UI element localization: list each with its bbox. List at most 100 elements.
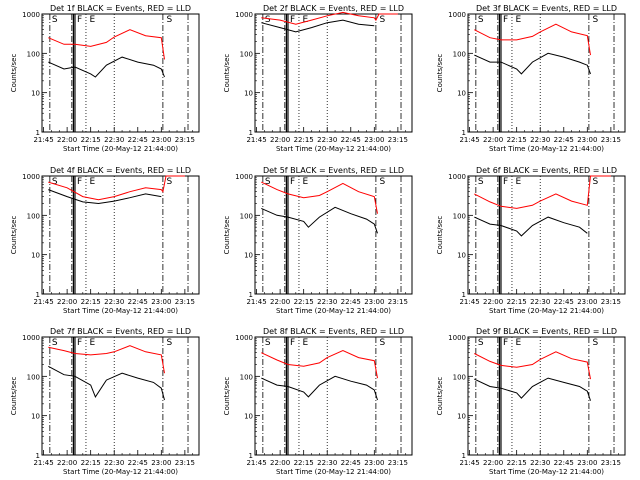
x-tick-label: 23:00 bbox=[364, 298, 384, 306]
marker-label: S bbox=[478, 338, 484, 348]
y-tick-label: 10 bbox=[244, 252, 253, 260]
y-tick-label: 1 bbox=[36, 129, 40, 137]
marker-label: E bbox=[90, 338, 96, 348]
chart-panel: Det 3f BLACK = Events, RED = LLD 1 10 100 10… bbox=[436, 4, 626, 153]
marker-label: F bbox=[290, 338, 295, 348]
x-tick-label: 22:30 bbox=[104, 459, 124, 467]
x-tick-label: 22:00 bbox=[483, 459, 503, 467]
x-tick-label: 21:45 bbox=[246, 136, 266, 144]
series-line-events bbox=[474, 52, 591, 75]
x-tick-label: 22:15 bbox=[507, 459, 527, 467]
marker-label: E bbox=[303, 177, 309, 187]
x-tick-label: 22:30 bbox=[530, 136, 550, 144]
marker-label: F bbox=[290, 177, 295, 187]
y-tick-label: 100 bbox=[453, 50, 466, 58]
series-line-events bbox=[48, 189, 162, 205]
plot-frame bbox=[467, 336, 626, 456]
series-line-lld bbox=[261, 350, 378, 379]
x-tick-label: 22:15 bbox=[81, 298, 101, 306]
marker-label: S bbox=[166, 177, 172, 187]
y-tick-label: 100 bbox=[27, 212, 40, 220]
x-tick-label: 23:15 bbox=[175, 459, 195, 467]
x-tick-label: 23:00 bbox=[151, 136, 171, 144]
x-axis-label: Start Time (20-May-12 21:44:00) bbox=[63, 468, 178, 476]
y-tick-label: 10 bbox=[457, 252, 466, 260]
marker-label: S bbox=[478, 177, 484, 187]
marker-label: E bbox=[516, 15, 522, 25]
marker-label: S bbox=[166, 15, 172, 25]
series-line-lld bbox=[261, 11, 398, 25]
series-line-events bbox=[261, 375, 378, 401]
x-tick-label: 22:30 bbox=[530, 459, 550, 467]
y-axis-label: Counts/sec bbox=[436, 216, 444, 255]
x-tick-label: 21:45 bbox=[246, 459, 266, 467]
series-line-events bbox=[261, 19, 375, 33]
marker-label: S bbox=[592, 177, 598, 187]
x-tick-label: 22:30 bbox=[317, 298, 337, 306]
y-tick-label: 1 bbox=[249, 452, 253, 460]
marker-label: S bbox=[379, 177, 385, 187]
y-tick-label: 1 bbox=[36, 452, 40, 460]
chart-title: Det 4f BLACK = Events, RED = LLD bbox=[50, 166, 191, 175]
y-axis-label: Counts/sec bbox=[10, 54, 18, 93]
x-axis-label: Start Time (20-May-12 21:44:00) bbox=[276, 145, 391, 153]
series-line-events bbox=[474, 216, 588, 237]
x-tick-label: 23:00 bbox=[364, 459, 384, 467]
y-tick-label: 1000 bbox=[235, 334, 253, 342]
marker-label: S bbox=[379, 338, 385, 348]
x-tick-label: 23:00 bbox=[364, 136, 384, 144]
y-tick-label: 1000 bbox=[448, 11, 466, 19]
marker-label: S bbox=[379, 15, 385, 25]
series-line-lld bbox=[474, 175, 611, 209]
series-line-lld bbox=[48, 175, 185, 201]
chart-title: Det 3f BLACK = Events, RED = LLD bbox=[476, 4, 617, 13]
x-tick-label: 21:45 bbox=[33, 459, 53, 467]
x-tick-label: 22:00 bbox=[483, 136, 503, 144]
x-tick-label: 22:15 bbox=[81, 459, 101, 467]
x-tick-label: 22:45 bbox=[341, 298, 361, 306]
series-line-events bbox=[48, 56, 165, 78]
y-tick-label: 10 bbox=[457, 90, 466, 98]
x-tick-label: 23:15 bbox=[175, 298, 195, 306]
marker-label: S bbox=[265, 15, 271, 25]
x-tick-label: 23:00 bbox=[577, 459, 597, 467]
x-tick-label: 22:00 bbox=[57, 298, 77, 306]
x-tick-label: 21:45 bbox=[459, 459, 479, 467]
series-line-events bbox=[48, 365, 165, 401]
y-axis-label: Counts/sec bbox=[10, 377, 18, 416]
series-line-events bbox=[261, 206, 378, 234]
x-tick-label: 21:45 bbox=[459, 136, 479, 144]
x-axis-label: Start Time (20-May-12 21:44:00) bbox=[489, 145, 604, 153]
plot-frame bbox=[467, 13, 626, 133]
plot-frame bbox=[254, 336, 413, 456]
marker-label: S bbox=[265, 338, 271, 348]
y-tick-label: 10 bbox=[31, 252, 40, 260]
x-axis-label: Start Time (20-May-12 21:44:00) bbox=[489, 307, 604, 315]
y-tick-label: 1 bbox=[249, 291, 253, 299]
x-tick-label: 22:00 bbox=[57, 459, 77, 467]
marker-label: S bbox=[52, 177, 58, 187]
chart-panel: Det 9f BLACK = Events, RED = LLD 1 10 100 10… bbox=[436, 327, 626, 476]
y-tick-label: 10 bbox=[244, 413, 253, 421]
series-line-lld bbox=[474, 23, 591, 56]
x-tick-label: 21:45 bbox=[33, 298, 53, 306]
x-tick-label: 22:45 bbox=[554, 459, 574, 467]
x-tick-label: 23:15 bbox=[601, 298, 621, 306]
x-tick-label: 22:00 bbox=[57, 136, 77, 144]
x-tick-label: 23:00 bbox=[577, 298, 597, 306]
x-tick-label: 22:00 bbox=[270, 298, 290, 306]
y-tick-label: 1 bbox=[462, 291, 466, 299]
y-tick-label: 100 bbox=[453, 373, 466, 381]
y-tick-label: 1 bbox=[36, 291, 40, 299]
chart-panel: Det 8f BLACK = Events, RED = LLD 1 10 100 10… bbox=[223, 327, 413, 476]
marker-label: E bbox=[90, 177, 96, 187]
marker-label: E bbox=[303, 338, 309, 348]
series-line-lld bbox=[261, 181, 378, 214]
chart-panel: Det 5f BLACK = Events, RED = LLD 1 10 100 10… bbox=[223, 166, 413, 315]
x-tick-label: 22:15 bbox=[81, 136, 101, 144]
y-axis-label: Counts/sec bbox=[10, 216, 18, 255]
y-tick-label: 1000 bbox=[22, 11, 40, 19]
x-tick-label: 21:45 bbox=[33, 136, 53, 144]
x-tick-label: 22:45 bbox=[128, 298, 148, 306]
y-axis-label: Counts/sec bbox=[223, 54, 231, 93]
